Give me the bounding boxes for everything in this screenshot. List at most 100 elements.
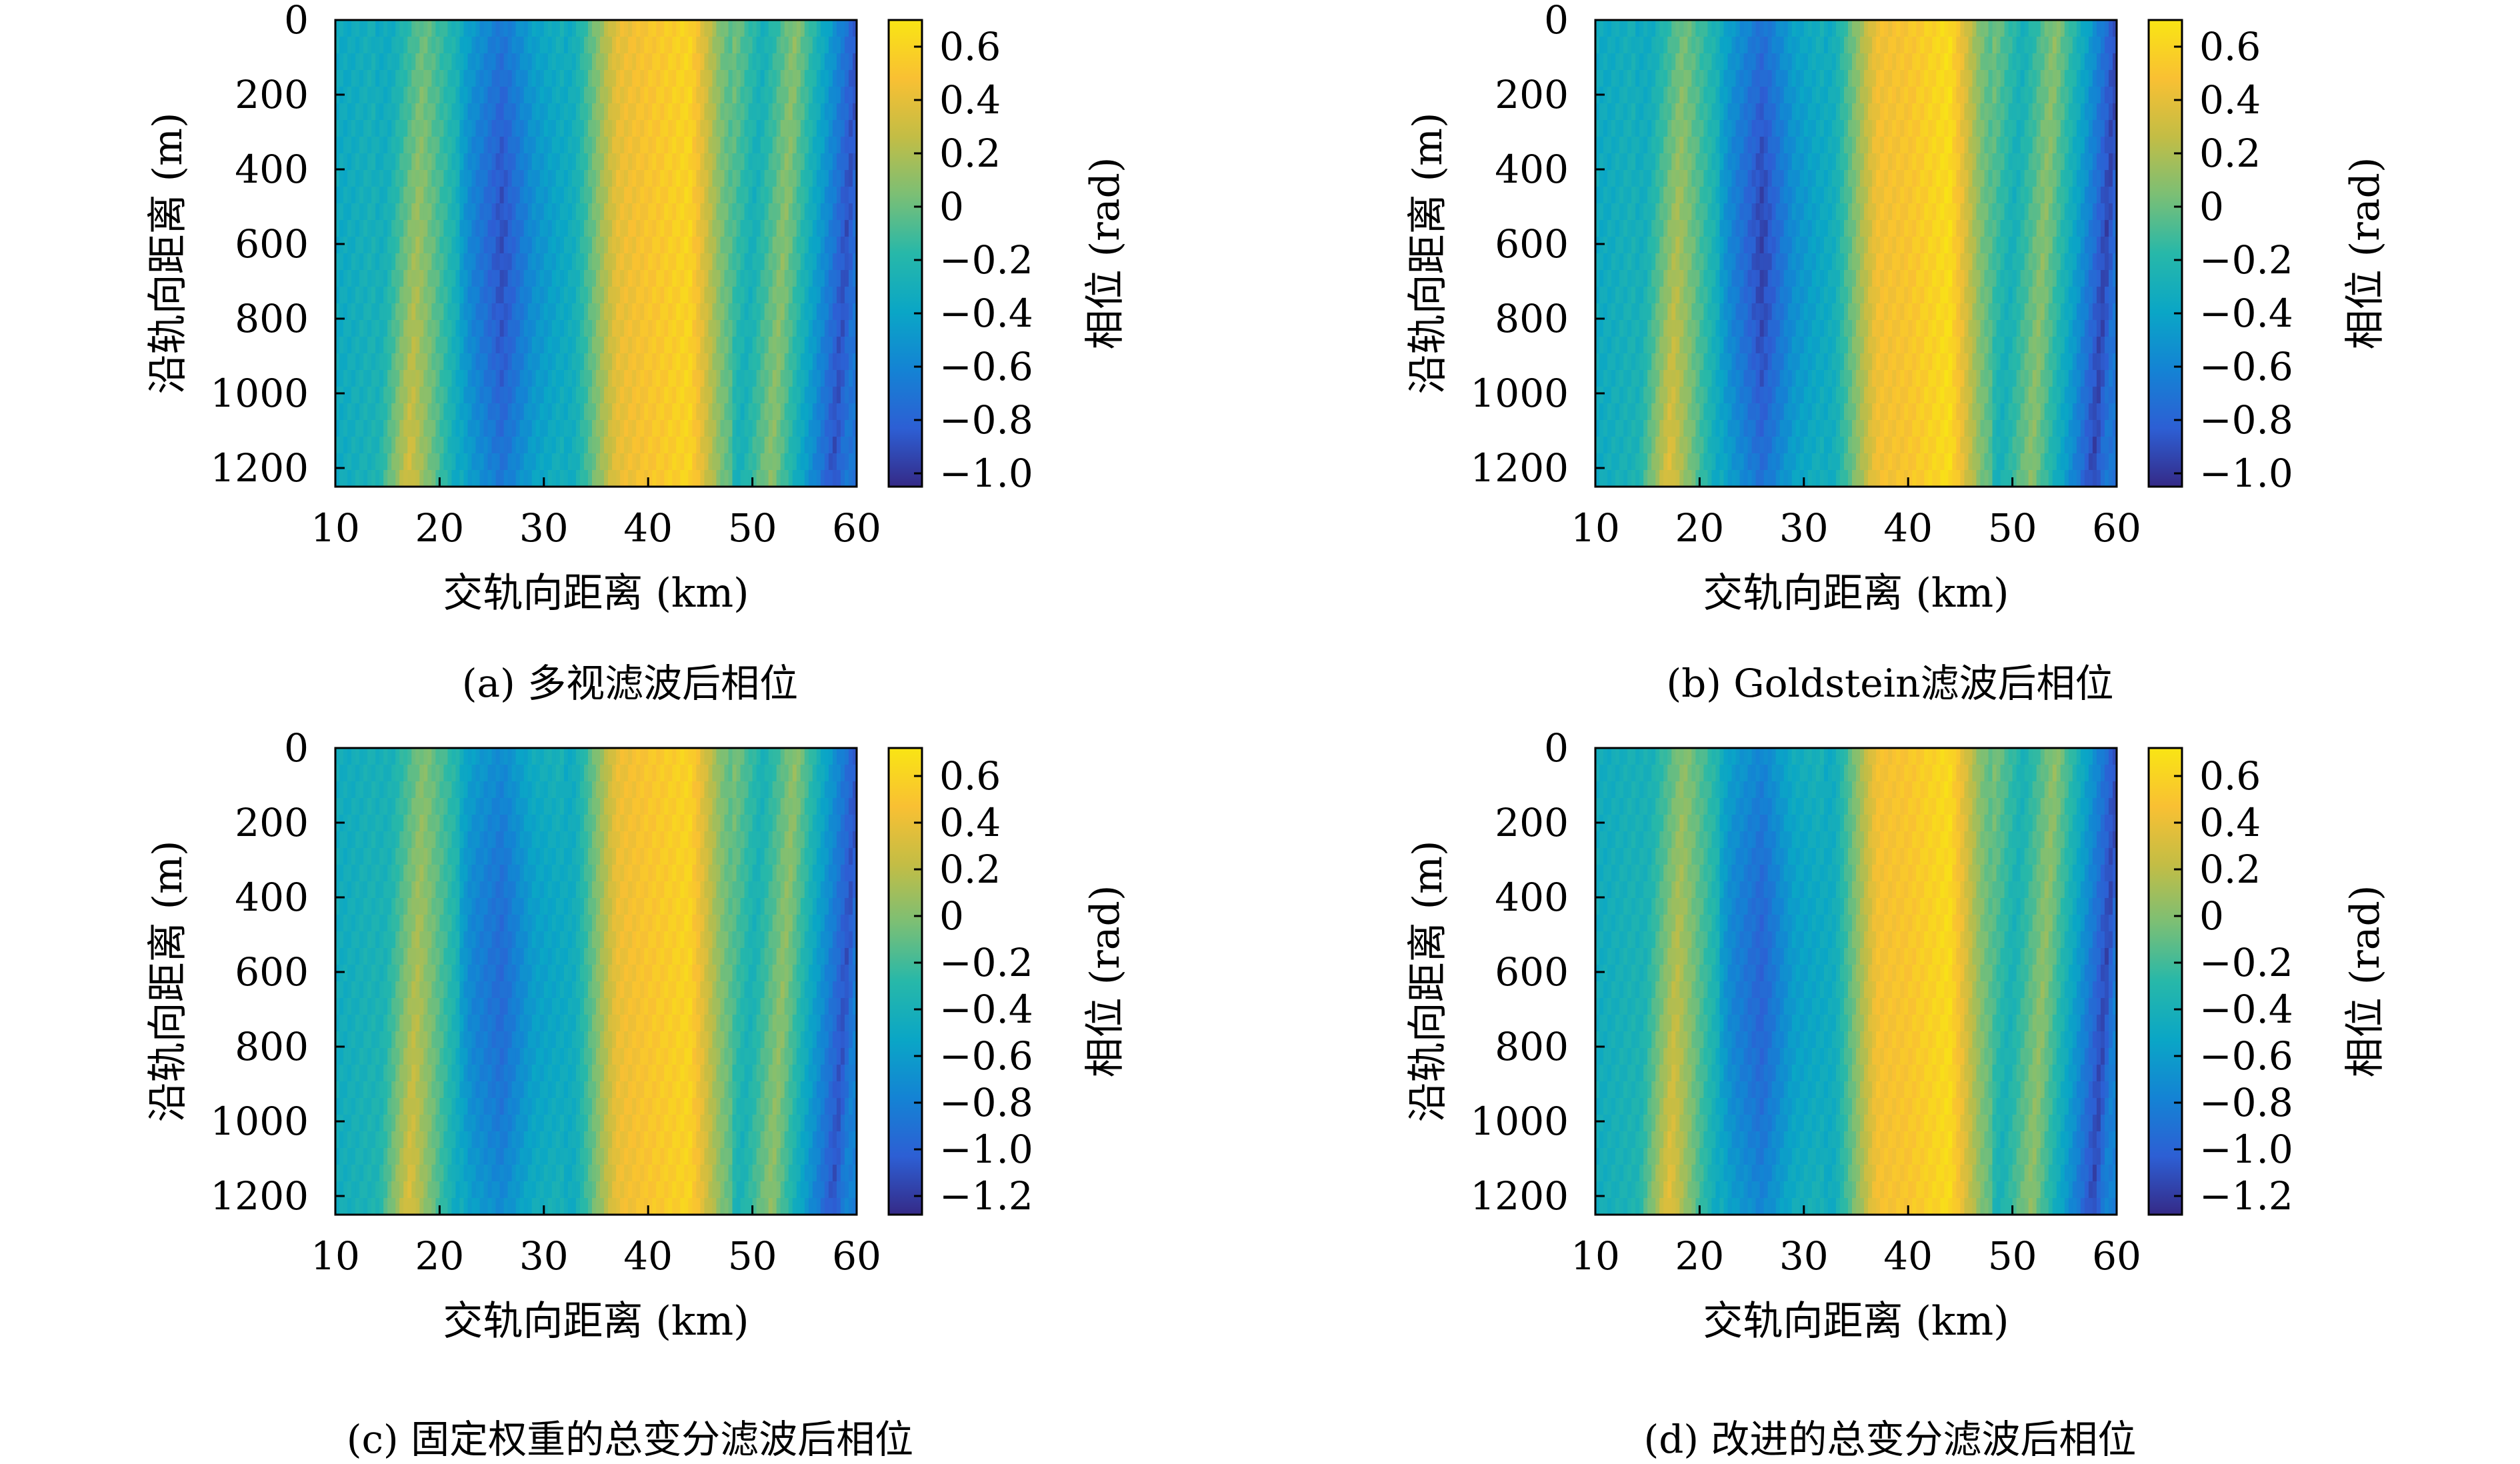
heatmap-cell	[769, 53, 773, 71]
heatmap-cell	[1964, 53, 1969, 71]
heatmap-cell	[1643, 170, 1648, 187]
heatmap-cell	[520, 287, 525, 304]
heatmap-cell	[1627, 70, 1632, 87]
heatmap-cell	[580, 137, 585, 154]
heatmap-cell	[825, 387, 829, 404]
heatmap-cell	[339, 20, 344, 37]
heatmap-cell	[612, 437, 617, 454]
heatmap-cell	[1788, 103, 1793, 121]
heatmap-cell	[431, 153, 436, 171]
heatmap-cell	[741, 170, 745, 187]
heatmap-cell	[1940, 103, 1945, 121]
heatmap-cell	[729, 287, 733, 304]
heatmap-cell	[379, 53, 384, 71]
heatmap-cell	[476, 453, 481, 471]
heatmap-cell	[841, 320, 845, 337]
heatmap-cell	[809, 70, 813, 87]
heatmap-cell	[1800, 70, 1805, 87]
heatmap-cell	[640, 20, 645, 37]
heatmap-cell	[1880, 70, 1885, 87]
heatmap-cell	[371, 403, 376, 421]
heatmap-cell	[351, 387, 356, 404]
heatmap-cell	[628, 37, 633, 54]
heatmap-cell	[741, 70, 745, 87]
heatmap-cell	[560, 420, 565, 437]
heatmap-cell	[1711, 53, 1716, 71]
heatmap-cell	[476, 20, 481, 37]
heatmap-cell	[773, 120, 777, 137]
heatmap-cell	[1719, 153, 1724, 171]
heatmap-cell	[556, 437, 561, 454]
heatmap-cell	[1844, 70, 1849, 87]
heatmap-cell	[520, 353, 525, 371]
heatmap-cell	[668, 203, 673, 221]
heatmap-cell	[556, 370, 561, 387]
heatmap-cell	[588, 70, 593, 87]
heatmap-cell	[660, 420, 665, 437]
heatmap-cell	[451, 70, 456, 87]
heatmap-cell	[548, 337, 553, 354]
heatmap-cell	[355, 237, 360, 254]
heatmap-cell	[1956, 87, 1961, 104]
heatmap-cell	[516, 87, 521, 104]
heatmap-cell	[375, 187, 380, 204]
heatmap-cell	[339, 403, 344, 421]
heatmap-cell	[708, 120, 713, 137]
heatmap-cell	[1715, 153, 1720, 171]
heatmap-cell	[684, 220, 689, 237]
heatmap-cell	[1997, 137, 2001, 154]
heatmap-cell	[339, 470, 344, 487]
heatmap-cell	[668, 387, 673, 404]
heatmap-cell	[712, 103, 717, 121]
heatmap-cell	[488, 437, 493, 454]
heatmap-cell	[1993, 170, 1997, 187]
heatmap-cell	[773, 403, 777, 421]
heatmap-cell	[753, 220, 757, 237]
heatmap-cell	[700, 420, 705, 437]
heatmap-cell	[632, 470, 637, 487]
heatmap-cell	[668, 270, 673, 287]
heatmap-cell	[612, 403, 617, 421]
heatmap-cell	[2065, 137, 2069, 154]
heatmap-cell	[379, 120, 384, 137]
heatmap-cell	[769, 437, 773, 454]
heatmap-cell	[552, 170, 557, 187]
heatmap-cell	[407, 203, 412, 221]
heatmap-cell	[789, 187, 793, 204]
heatmap-cell	[825, 320, 829, 337]
heatmap-cell	[488, 270, 493, 287]
heatmap-cell	[407, 87, 412, 104]
heatmap-cell	[720, 470, 725, 487]
heatmap-cell	[632, 103, 637, 121]
heatmap-cell	[395, 37, 400, 54]
heatmap-cell	[2025, 153, 2029, 171]
heatmap-cell	[572, 87, 577, 104]
heatmap-cell	[604, 387, 609, 404]
heatmap-cell	[468, 237, 473, 254]
heatmap-cell	[636, 353, 641, 371]
heatmap-cell	[753, 353, 757, 371]
heatmap-cell	[2021, 20, 2025, 37]
y-axis-label: 沿轨向距离 (m)	[145, 113, 191, 395]
heatmap-cell	[584, 287, 589, 304]
heatmap-cell	[463, 187, 468, 204]
heatmap-cell	[789, 170, 793, 187]
heatmap-cell	[512, 287, 517, 304]
heatmap-cell	[387, 153, 392, 171]
heatmap-cell	[644, 270, 649, 287]
heatmap-cell	[423, 137, 428, 154]
heatmap-cell	[660, 170, 665, 187]
heatmap-cell	[833, 120, 837, 137]
heatmap-cell	[363, 70, 368, 87]
heatmap-cell	[1748, 87, 1753, 104]
heatmap-cell	[363, 153, 368, 171]
heatmap-cell	[532, 153, 537, 171]
heatmap-cell	[2069, 137, 2073, 154]
heatmap-cell	[488, 303, 493, 321]
heatmap-cell	[411, 437, 416, 454]
heatmap-cell	[1932, 103, 1937, 121]
heatmap-cell	[496, 320, 501, 337]
heatmap-cell	[343, 470, 348, 487]
heatmap-cell	[620, 470, 625, 487]
